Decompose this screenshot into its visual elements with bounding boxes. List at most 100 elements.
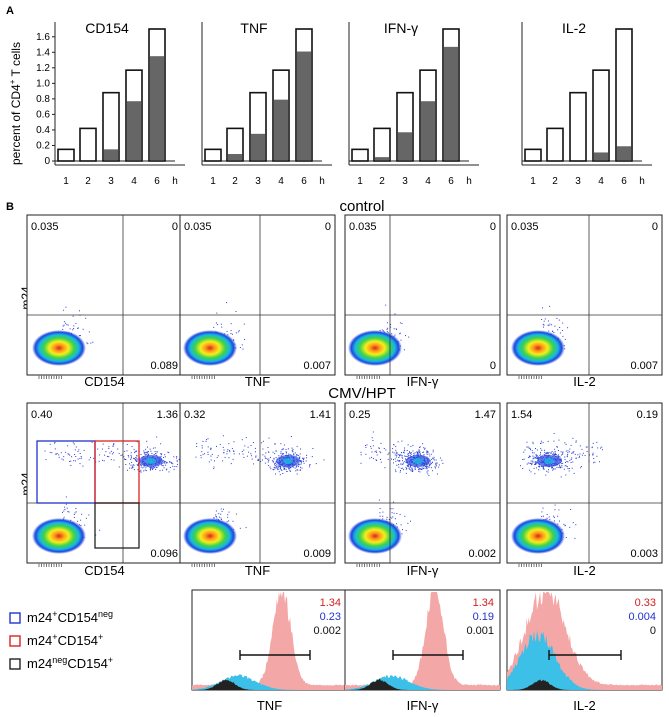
bar-positive — [227, 154, 243, 161]
y-tick-label: 1.4 — [36, 47, 50, 58]
quadrant-value-ur: 0.19 — [637, 409, 658, 421]
chart-title: TNF — [240, 20, 267, 36]
legend-label: m24+CD154+ — [27, 632, 103, 648]
panel-a-ylabel-sup: + — [8, 79, 17, 84]
activated-cluster-core — [413, 458, 423, 464]
bar-positive — [126, 101, 142, 161]
x-tick-label: 6 — [301, 176, 307, 187]
quadrant-value-lr: 0 — [490, 360, 496, 372]
histogram-cyan-population — [507, 630, 662, 690]
histogram-marker-label: IL-2 — [573, 698, 595, 713]
bar-total — [57, 148, 75, 162]
x-tick-label: 6 — [448, 176, 454, 187]
legend-label: m24+CD154neg — [27, 609, 113, 625]
bar-chart-4: IL-2 1 2 3 4 6 h — [521, 20, 652, 187]
bar-positive — [593, 152, 609, 161]
legend-swatch — [9, 612, 21, 624]
histogram-value-black: 0.001 — [466, 625, 494, 637]
row-title-cmv: CMV/HPT — [328, 385, 396, 402]
quadrant-value-lr: 0.003 — [630, 548, 658, 560]
quadrant-value-ul: 0.035 — [184, 221, 212, 233]
x-tick-label: 3 — [402, 176, 408, 187]
flow-plot-control-4: 0.035 0 0.007 IL-2 — [506, 214, 663, 389]
panel-a-ylabel-tail: T cells — [9, 42, 23, 80]
bar-positive — [149, 56, 165, 161]
marker-axis-label: IFN-γ — [407, 374, 439, 389]
x-tick-label: 2 — [232, 176, 238, 187]
flow-plot-control-1: 0.035 0 0.089 CD154 — [26, 214, 183, 389]
quadrant-value-lr: 0.009 — [303, 548, 331, 560]
x-tick-label: 1 — [210, 176, 216, 187]
bar-chart-2: TNF 1 2 3 4 6 h — [201, 20, 332, 187]
bar-total — [592, 69, 610, 162]
x-tick-label: 1 — [63, 176, 69, 187]
y-tick-label: 0.4 — [36, 125, 50, 136]
bar-chart-3: IFN-γ 1 2 3 4 6 h — [348, 20, 479, 187]
density-cluster — [32, 518, 86, 554]
chart-title: IFN-γ — [384, 20, 418, 36]
x-tick-label: 3 — [108, 176, 114, 187]
panel-b: B control CMV/HPT m24 m24 0.035 00.089CD1… — [6, 198, 663, 578]
bar-total — [546, 127, 564, 162]
legend-swatch — [9, 635, 21, 647]
hour-unit-label: h — [172, 176, 178, 187]
marker-axis-label: CD154 — [84, 563, 124, 578]
axis-ticks — [38, 563, 62, 567]
bar-total — [524, 148, 542, 162]
bar-chart-1: CD154 0 0.2 0.4 0.6 0.8 1.0 1.2 1.4 1.6 1 2 3 4 6 h — [36, 20, 185, 187]
legend-swatch — [9, 658, 21, 670]
flow-plot-cmv-4: 1.54 0.19 0.003 IL-2 — [506, 402, 663, 578]
bar-positive — [273, 99, 289, 161]
panel-a-ylabel-main: percent of CD4 — [9, 84, 23, 165]
histogram-value-red: 1.34 — [320, 597, 341, 609]
x-tick-label: 2 — [379, 176, 385, 187]
legend-item-1: m24+CD154neg — [9, 609, 113, 625]
x-tick-label: 2 — [85, 176, 91, 187]
x-tick-label: 3 — [575, 176, 581, 187]
bar-total — [373, 127, 391, 162]
quadrant-value-lr: 0.007 — [303, 360, 331, 372]
quadrant-value-lr: 0.089 — [150, 360, 178, 372]
quadrant-value-lr: 0.096 — [150, 548, 178, 560]
histogram-value-red: 1.34 — [473, 597, 494, 609]
activated-cluster-core — [146, 458, 156, 464]
flow-plot-control-3: 0.035 0 0 IFN-γ — [344, 214, 501, 389]
y-tick-label: 0.2 — [36, 140, 50, 151]
quadrant-value-ul: 0.035 — [349, 221, 377, 233]
histogram-section: count 1.340.230.002TNF1.340.190.001IFN-γ… — [191, 589, 663, 713]
quadrant-value-ur: 0 — [325, 221, 331, 233]
quadrant-value-ur: 1.47 — [475, 409, 496, 421]
density-cluster — [32, 330, 86, 366]
chart-title: CD154 — [85, 20, 129, 36]
x-tick-label: 6 — [621, 176, 627, 187]
density-cluster — [183, 518, 237, 554]
flow-plot-cmv-2: 0.32 1.41 0.009 TNF — [179, 402, 336, 578]
histogram-2: 1.34 0.19 0.001 IFN-γ — [344, 589, 501, 713]
marker-axis-label: TNF — [245, 563, 270, 578]
bar-positive — [616, 146, 632, 161]
quadrant-value-lr: 0.002 — [468, 548, 496, 560]
chart-title: IL-2 — [562, 20, 586, 36]
hour-unit-label: h — [319, 176, 325, 187]
bar-positive — [103, 149, 119, 161]
histogram-red-population — [192, 592, 347, 690]
density-cluster — [348, 518, 402, 554]
panel-b-label: B — [6, 201, 14, 213]
bar-total — [351, 148, 369, 162]
activated-cluster-core — [283, 458, 293, 464]
histogram-black-population — [507, 679, 662, 690]
histogram-marker-label: TNF — [257, 698, 282, 713]
bar-total — [569, 91, 587, 162]
x-tick-label: 2 — [552, 176, 558, 187]
x-tick-label: 4 — [598, 176, 604, 187]
axis-ticks — [191, 563, 215, 567]
bar-total — [226, 127, 244, 162]
histogram-value-black: 0.002 — [313, 625, 341, 637]
quadrant-value-ul: 0.40 — [31, 409, 52, 421]
histogram-3: 0.33 0.004 0 IL-2 — [506, 589, 663, 713]
bar-positive — [443, 46, 459, 161]
density-cluster — [511, 330, 565, 366]
marker-axis-label: IFN-γ — [407, 563, 439, 578]
x-tick-label: 6 — [154, 176, 160, 187]
x-tick-label: 4 — [425, 176, 431, 187]
